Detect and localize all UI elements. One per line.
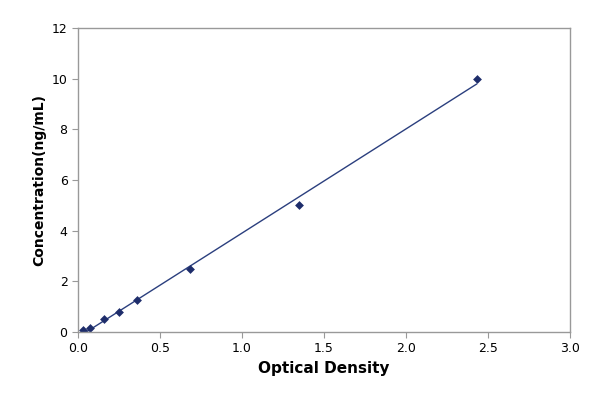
- X-axis label: Optical Density: Optical Density: [258, 361, 390, 376]
- Point: [185, 266, 194, 272]
- Point: [100, 316, 109, 322]
- Point: [78, 327, 88, 333]
- Y-axis label: Concentration(ng/mL): Concentration(ng/mL): [32, 94, 46, 266]
- Point: [295, 202, 304, 208]
- Point: [132, 297, 142, 304]
- Point: [114, 309, 124, 316]
- Point: [85, 325, 95, 331]
- Point: [472, 76, 481, 82]
